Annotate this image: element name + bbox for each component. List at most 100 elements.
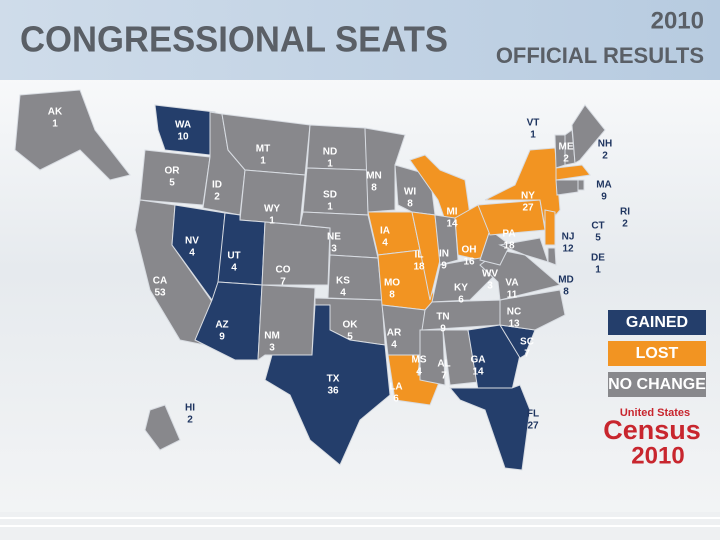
- state-seats: 10: [177, 132, 189, 143]
- state-abbr: WI: [404, 187, 416, 198]
- state-abbr: ME: [559, 142, 574, 153]
- state-shape: [419, 329, 446, 386]
- state-seats: 1: [327, 159, 333, 170]
- state-abbr: OR: [165, 166, 181, 177]
- state-seats: 5: [169, 178, 175, 189]
- state-abbr: LA: [389, 382, 402, 393]
- states: [14, 89, 606, 471]
- state-seats: 9: [219, 332, 225, 343]
- state-seats: 18: [503, 241, 515, 252]
- state-seats: 5: [595, 233, 601, 244]
- state-shape: [431, 257, 501, 303]
- legend-swatch: [608, 372, 706, 397]
- state-shape: [264, 304, 391, 466]
- state-abbr: WY: [264, 204, 280, 215]
- state-abbr: NC: [507, 307, 521, 318]
- state-seats: 27: [527, 421, 539, 432]
- state-labels: AK1 WA10OR5CA53NV4ID2MT1WY1UT4AZ9CO7NM3ND…: [48, 107, 630, 432]
- state-seats: 2: [622, 219, 628, 230]
- state-abbr: KS: [336, 276, 350, 287]
- state-abbr: HI: [185, 403, 195, 414]
- state-abbr: MD: [558, 275, 574, 286]
- state-shape: [498, 237, 549, 263]
- state-abbr: SD: [323, 190, 337, 201]
- state-abbr: IA: [380, 226, 390, 237]
- state-abbr: CT: [591, 221, 604, 232]
- state-abbr: SC: [520, 337, 534, 348]
- state-shape: [544, 209, 556, 246]
- state-seats: 1: [327, 202, 333, 213]
- state-seats: 13: [508, 319, 520, 330]
- logo-word: Census: [603, 415, 701, 445]
- state-abbr: VA: [505, 278, 518, 289]
- state-abbr: NJ: [562, 232, 575, 243]
- state-seats: 36: [327, 386, 339, 397]
- state-seats: 1: [52, 119, 58, 130]
- state-abbr: NM: [264, 331, 280, 342]
- state-abbr: MN: [366, 171, 382, 182]
- legend-swatch: [608, 310, 706, 335]
- state-abbr: VT: [527, 118, 540, 129]
- state-abbr: AZ: [215, 320, 228, 331]
- state-abbr: FL: [527, 409, 539, 420]
- state-seats: 8: [407, 199, 413, 210]
- state-abbr: MS: [412, 355, 427, 366]
- state-abbr: MA: [596, 180, 612, 191]
- state-shape: [14, 89, 131, 181]
- state-abbr: OH: [462, 245, 477, 256]
- state-abbr: ID: [212, 180, 222, 191]
- state-abbr: WV: [482, 269, 498, 280]
- state-seats: 8: [371, 183, 377, 194]
- state-seats: 4: [391, 340, 397, 351]
- state-seats: 14: [472, 367, 484, 378]
- state-seats: 6: [458, 295, 464, 306]
- state-shape: [364, 127, 406, 213]
- legend-label: LOST: [636, 345, 679, 362]
- state-seats: 4: [340, 288, 346, 299]
- state-seats: 3: [331, 244, 337, 255]
- state-shape: [154, 104, 216, 156]
- state-seats: 27: [522, 203, 534, 214]
- state-seats: 2: [602, 151, 608, 162]
- state-abbr: AL: [437, 359, 450, 370]
- state-seats: 16: [463, 257, 475, 268]
- title: CONGRESSIONAL SEATS: [20, 19, 448, 60]
- state-shape: [139, 149, 211, 206]
- state-seats: 3: [269, 343, 275, 354]
- state-shape: [547, 247, 557, 266]
- state-seats: 8: [389, 290, 395, 301]
- state-seats: 9: [441, 261, 447, 272]
- state-abbr: MO: [384, 278, 400, 289]
- state-abbr: NY: [521, 191, 535, 202]
- state-seats: 6: [393, 394, 399, 405]
- state-seats: 4: [189, 248, 195, 259]
- state-abbr: MT: [256, 144, 270, 155]
- state-seats: 9: [440, 324, 446, 335]
- state-shape: [571, 104, 606, 164]
- state-shape: [448, 384, 531, 471]
- state-abbr: CA: [153, 276, 167, 287]
- logo-line: United States: [620, 407, 690, 419]
- state-shape: [555, 179, 579, 196]
- state-shape: [411, 211, 441, 301]
- state-seats: 8: [563, 287, 569, 298]
- state-seats: 7: [441, 371, 447, 382]
- state-seats: 7: [524, 349, 530, 360]
- subtitle: OFFICIAL RESULTS: [496, 43, 704, 68]
- state-seats: 4: [382, 238, 388, 249]
- state-abbr: AR: [387, 328, 402, 339]
- state-shape: [467, 324, 521, 391]
- state-abbr: TX: [327, 374, 340, 385]
- state-seats: 1: [260, 156, 266, 167]
- state-shape: [434, 214, 459, 266]
- state-abbr: UT: [227, 251, 240, 262]
- state-shape: [555, 164, 591, 181]
- state-abbr: NH: [598, 139, 612, 150]
- state-abbr: MI: [446, 207, 457, 218]
- state-shape: [577, 179, 585, 191]
- logo-year: 2010: [631, 442, 684, 469]
- state-seats: 14: [446, 219, 458, 230]
- legend-label: NO CHANGE: [608, 376, 706, 393]
- state-seats: 9: [601, 192, 607, 203]
